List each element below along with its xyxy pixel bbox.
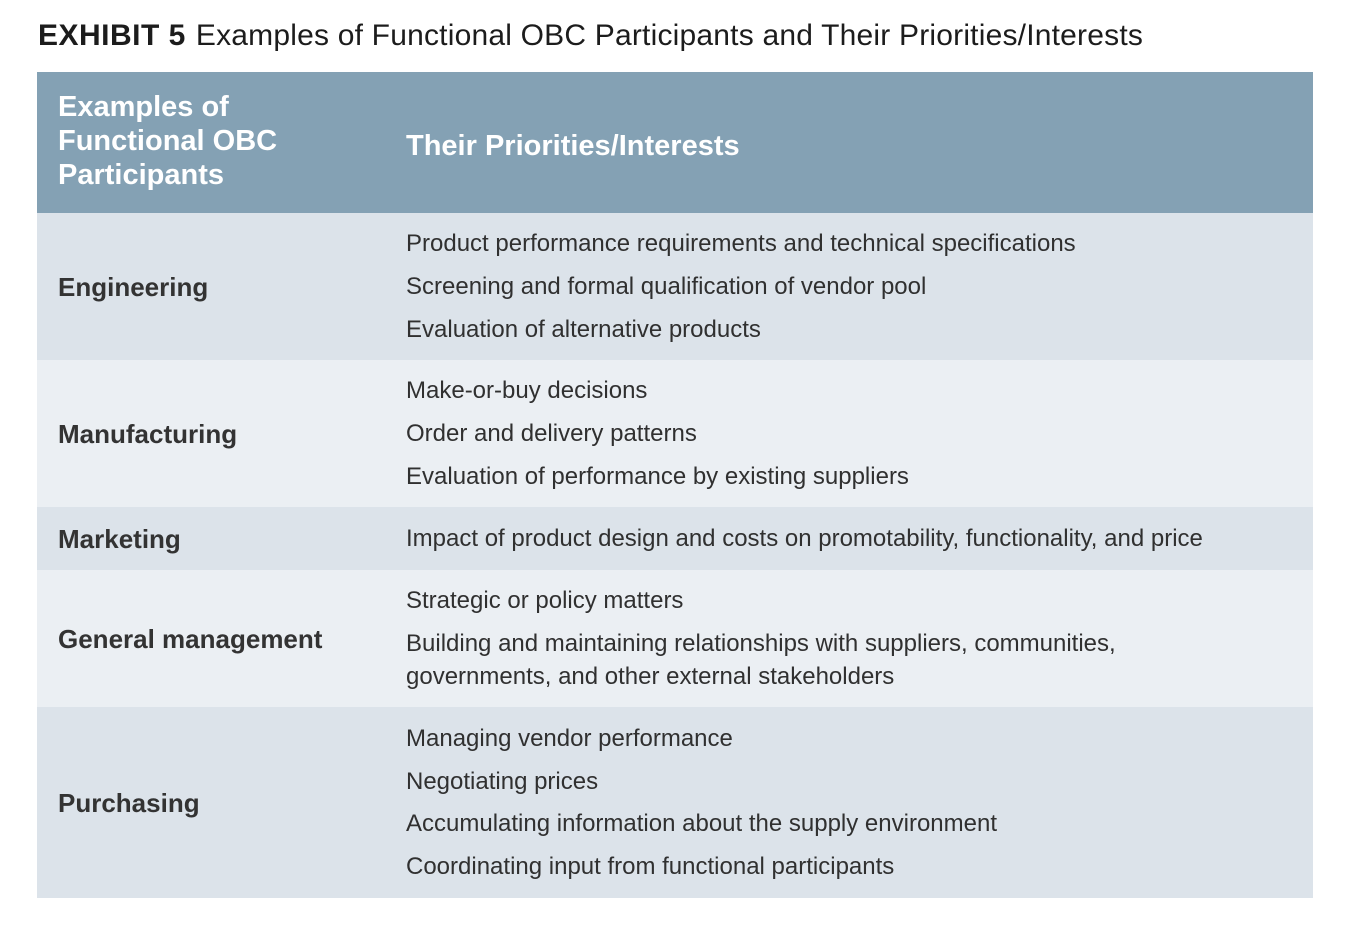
priority-item: Managing vendor performance (406, 725, 733, 753)
priority-item: Order and delivery patterns (406, 420, 697, 447)
priority-list: Make-or-buy decisions Order and delivery… (406, 374, 1289, 492)
priority-list: Strategic or policy matters Building and… (406, 584, 1289, 693)
table-row: Marketing Impact of product design and c… (37, 507, 1313, 570)
participant-name: Engineering (58, 271, 209, 302)
participant-name: General management (58, 623, 323, 654)
header-participants: Examples of Functional OBC Participants (58, 90, 278, 191)
priority-item: Screening and formal qualification of ve… (406, 273, 927, 300)
participant-name: Marketing (58, 523, 181, 554)
priority-item: Accumulating information about the suppl… (406, 810, 997, 838)
participant-name: Purchasing (58, 787, 200, 818)
participant-name: Manufacturing (58, 418, 238, 449)
priority-item: Building and maintaining relationships w… (406, 629, 1116, 690)
priority-item: Make-or-buy decisions (406, 377, 648, 405)
priority-list: Managing vendor performance Negotiating … (406, 722, 1289, 883)
header-priorities: Their Priorities/Interests (406, 129, 740, 162)
priority-item: Product performance requirements and tec… (406, 230, 1076, 258)
participants-table: Examples of Functional OBC Participants … (37, 72, 1313, 898)
exhibit-title-text: Examples of Functional OBC Participants … (195, 19, 1144, 52)
priority-item: Evaluation of alternative products (406, 315, 761, 343)
exhibit-label: EXHIBIT 5 (38, 19, 186, 52)
table-row: Manufacturing Make-or-buy decisions Orde… (37, 360, 1313, 507)
priority-item: Negotiating prices (406, 767, 599, 795)
table-row: General management Strategic or policy m… (37, 570, 1313, 707)
priority-item: Impact of product design and costs on pr… (406, 525, 1203, 552)
priority-item: Evaluation of performance by existing su… (406, 462, 909, 490)
exhibit-title: EXHIBIT 5 Examples of Functional OBC Part… (38, 16, 1143, 56)
priority-item: Coordinating input from functional parti… (406, 852, 895, 880)
priority-item: Strategic or policy matters (406, 587, 684, 615)
priority-list: Impact of product design and costs on pr… (406, 522, 1289, 555)
table-row: Engineering Product performance requirem… (37, 213, 1313, 360)
table-row: Purchasing Managing vendor performance N… (37, 707, 1313, 898)
priority-list: Product performance requirements and tec… (406, 227, 1289, 345)
table-header-row: Examples of Functional OBC Participants … (37, 72, 1313, 213)
